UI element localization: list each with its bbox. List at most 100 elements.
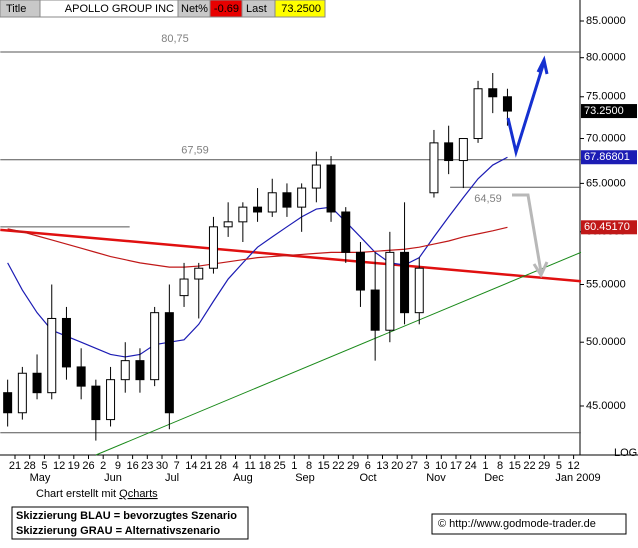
candle-body [120,360,130,381]
header-name: APOLLO GROUP INC [65,3,174,15]
x-tick-label: 29 [347,460,359,472]
x-tick-label: 8 [497,460,503,472]
legend-blue: Skizzierung BLAU = bevorzugtes Szenario [16,510,237,522]
month-label: Aug [233,472,253,484]
month-label: Dec [484,472,504,484]
candle-body [282,192,292,208]
candle-body [223,221,233,228]
value-box [581,104,637,119]
x-tick-label: 30 [156,460,168,472]
x-tick-label: 3 [424,460,430,472]
y-tick-label: 85.0000 [586,15,626,27]
legend-gray: Skizzierung GRAU = Alternativszenario [16,525,220,537]
candle-body [17,372,27,414]
month-label: May [30,472,51,484]
y-tick-label: 70.0000 [586,132,626,144]
candle-body [297,187,307,208]
x-tick-label: 22 [523,460,535,472]
candle-body [355,251,365,291]
candle-body [488,88,498,98]
value-box [581,150,637,165]
credit: Chart erstellt mit Qcharts [36,488,158,500]
x-tick-label: 23 [141,460,153,472]
header-cell [274,0,326,18]
candle-body [238,206,248,223]
x-tick-label: 10 [435,460,447,472]
candle-body [429,142,439,194]
candle-body [253,206,263,213]
month-label: Jan 2009 [555,472,600,484]
x-tick-label: 27 [406,460,418,472]
moving-average [7,226,508,268]
x-tick-label: 25 [273,460,285,472]
blue-scenario-arrow [506,61,546,158]
candle-body [194,267,204,280]
candle-body [179,278,189,297]
x-tick-label: 8 [306,460,312,472]
x-tick-label: 22 [332,460,344,472]
x-tick-label: 21 [9,460,21,472]
x-tick-label: 6 [365,460,371,472]
value-box [581,220,637,235]
credit-link[interactable]: Qcharts [119,488,158,500]
y-tick-label: 55.0000 [586,278,626,290]
x-tick-label: 5 [556,460,562,472]
header-last-label: Last [246,3,267,15]
x-tick-label: 14 [185,460,197,472]
candle-body [3,392,13,414]
x-tick-label: 26 [82,460,94,472]
x-tick-label: 4 [232,460,238,472]
credit-text: Chart erstellt mit [36,488,119,500]
x-tick-label: 12 [567,460,579,472]
x-tick-label: 19 [68,460,80,472]
level-label: 64,59 [474,193,502,205]
candle-body [444,142,454,162]
month-label: Jun [104,472,122,484]
url[interactable]: © http://www.godmode-trader.de [438,518,596,530]
candle-body [61,317,71,368]
x-tick-label: 15 [509,460,521,472]
candle-body [385,251,395,331]
candle-body [502,96,512,112]
candle-body [150,312,160,381]
plot: 45.000050.000055.000060.000065.000070.00… [0,0,638,484]
x-tick-label: 1 [482,460,488,472]
candle-body [47,317,57,394]
x-tick-label: 24 [465,460,477,472]
y-tick-label: 45.0000 [586,400,626,412]
month-label: Nov [426,472,446,484]
x-tick-label: 2 [100,460,106,472]
x-tick-label: 28 [24,460,36,472]
x-tick-label: 17 [450,460,462,472]
candle-body [135,360,145,381]
y-tick-label: 65.0000 [586,177,626,189]
x-tick-label: 18 [259,460,271,472]
x-tick-label: 16 [126,460,138,472]
legend-box [11,506,249,540]
trendline [95,251,582,456]
y-tick-label: 80.0000 [586,52,626,64]
scale-label: LOG [614,447,637,459]
value-box-label: 60.45170 [584,221,630,233]
x-tick-label: 13 [376,460,388,472]
month-label: Jul [165,472,179,484]
candle-body [208,226,218,269]
header-net-label: Net% [181,3,208,15]
value-box-label: 67.86801 [584,151,630,163]
x-tick-label: 21 [200,460,212,472]
x-tick-label: 20 [391,460,403,472]
candle-body [106,379,116,421]
x-tick-label: 12 [53,460,65,472]
candle-body [414,267,424,314]
month-label: Oct [359,472,376,484]
month-label: Sep [295,472,315,484]
candle-body [473,88,483,140]
x-tick-label: 11 [244,460,255,472]
candle-body [370,289,380,331]
x-tick-label: 5 [41,460,47,472]
candle-body [326,164,336,213]
candle-body [311,164,321,189]
url-box [431,513,627,535]
